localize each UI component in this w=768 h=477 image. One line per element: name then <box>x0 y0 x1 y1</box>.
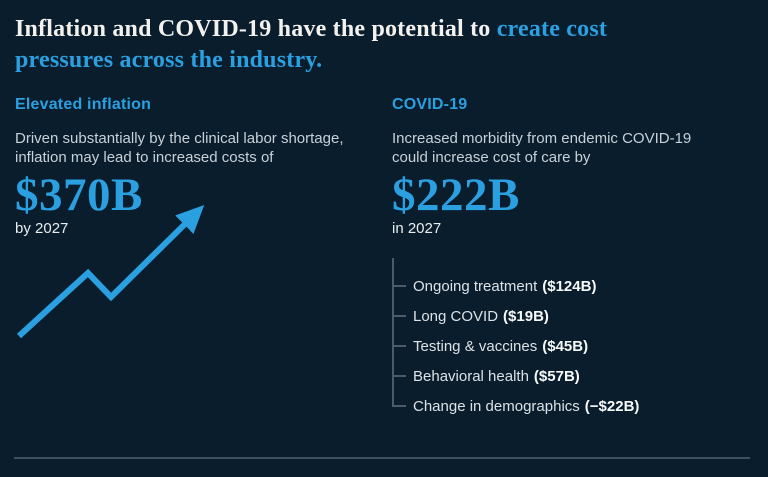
title-line-2: pressures across the industry. <box>15 45 607 76</box>
covid-description: Increased morbidity from endemic COVID-1… <box>392 129 691 167</box>
upward-trend-arrow-icon <box>16 205 205 339</box>
title-text-white: Inflation and COVID-19 have the potentia… <box>15 16 497 42</box>
list-item: Ongoing treatment ($124B) <box>392 271 639 301</box>
list-item: Change in demographics (−$22B) <box>392 391 639 421</box>
covid-description-line2: could increase cost of care by <box>392 149 591 166</box>
breakdown-value: ($124B) <box>542 277 597 295</box>
breakdown-label: Ongoing treatment <box>413 277 538 295</box>
list-item: Long COVID ($19B) <box>392 301 639 331</box>
covid-column: COVID-19 Increased morbidity from endemi… <box>392 96 756 456</box>
inflation-column: Elevated inflation Driven substantially … <box>15 96 379 456</box>
inflation-figure-caption: by 2027 <box>15 220 69 237</box>
inflation-description-line1: Driven substantially by the clinical lab… <box>15 130 344 147</box>
covid-figure-caption: in 2027 <box>392 220 442 237</box>
breakdown-value: (−$22B) <box>584 397 640 415</box>
inflation-description: Driven substantially by the clinical lab… <box>15 129 344 167</box>
title-text-blue-2: pressures across the industry. <box>15 47 323 73</box>
inflation-heading: Elevated inflation <box>15 96 152 113</box>
breakdown-value: ($57B) <box>533 367 580 385</box>
title-text-blue: create cost <box>496 16 608 42</box>
inflation-description-line2: inflation may lead to increased costs of <box>15 149 274 166</box>
covid-description-line1: Increased morbidity from endemic COVID-1… <box>392 130 692 147</box>
title-line-1: Inflation and COVID-19 have the potentia… <box>15 14 607 45</box>
breakdown-value: ($19B) <box>503 307 549 325</box>
covid-breakdown-list: Ongoing treatment ($124B) Long COVID ($1… <box>392 258 639 421</box>
breakdown-value: ($45B) <box>542 337 589 355</box>
page-title: Inflation and COVID-19 have the potentia… <box>15 14 607 76</box>
breakdown-label: Behavioral health <box>413 367 529 385</box>
breakdown-label: Testing & vaccines <box>413 337 538 355</box>
inflation-figure: $370B <box>15 169 143 221</box>
breakdown-label: Long COVID <box>413 307 499 325</box>
covid-figure: $222B <box>392 169 520 221</box>
breakdown-label: Change in demographics <box>413 397 580 415</box>
covid-heading: COVID-19 <box>392 96 468 113</box>
list-item: Testing & vaccines ($45B) <box>392 331 639 361</box>
list-item: Behavioral health ($57B) <box>392 361 639 391</box>
bottom-divider <box>14 457 750 459</box>
